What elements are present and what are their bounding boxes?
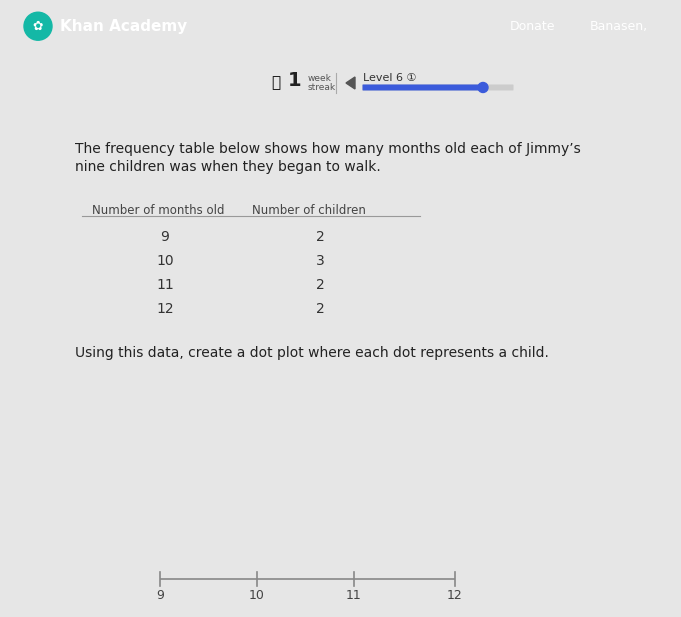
Text: Level 6 ①: Level 6 ① [363,73,417,83]
Circle shape [24,12,52,40]
Text: 🔥: 🔥 [272,75,281,91]
Circle shape [478,83,488,93]
Text: 12: 12 [156,302,174,315]
Text: 2: 2 [315,230,324,244]
FancyBboxPatch shape [362,85,513,91]
Text: Banasen,: Banasen, [590,20,648,33]
Text: Number of months old: Number of months old [92,204,225,217]
Text: 2: 2 [315,278,324,291]
Text: streak: streak [308,83,336,93]
Text: Using this data, create a dot plot where each dot represents a child.: Using this data, create a dot plot where… [75,346,549,360]
Text: 11: 11 [346,589,362,602]
Text: 9: 9 [161,230,170,244]
Text: 9: 9 [156,589,164,602]
Text: week: week [308,75,332,83]
Text: The frequency table below shows how many months old each of Jimmy’s: The frequency table below shows how many… [75,141,581,155]
Text: 1: 1 [288,72,302,91]
Text: Number of children: Number of children [252,204,366,217]
Text: 12: 12 [447,589,463,602]
Text: nine children was when they began to walk.: nine children was when they began to wal… [75,160,381,173]
Text: Khan Academy: Khan Academy [60,19,187,34]
FancyBboxPatch shape [362,85,484,91]
Text: 10: 10 [156,254,174,268]
Text: ✿: ✿ [33,20,44,33]
Text: 11: 11 [156,278,174,291]
Text: Donate: Donate [510,20,556,33]
Text: 3: 3 [315,254,324,268]
Text: 2: 2 [315,302,324,315]
Polygon shape [346,77,355,89]
Text: 10: 10 [249,589,265,602]
